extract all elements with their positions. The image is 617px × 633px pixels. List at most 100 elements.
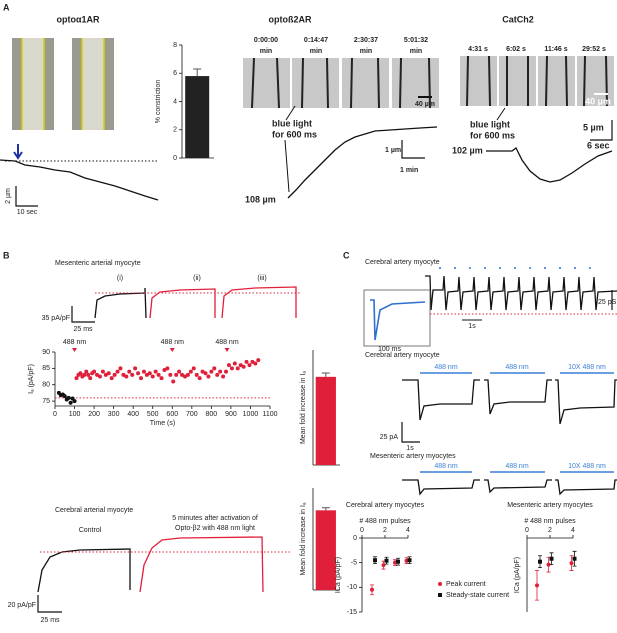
point	[384, 558, 389, 563]
trace	[221, 286, 297, 319]
point	[106, 371, 111, 376]
point	[147, 371, 152, 376]
point	[209, 369, 214, 374]
x-tick-label: 600	[166, 411, 178, 418]
point	[549, 556, 554, 561]
light-label: for 600 ms	[272, 129, 317, 139]
error-bar	[321, 372, 330, 377]
condition-label: Opto-β2 with 488 nm light	[175, 525, 255, 532]
panel-letter: A	[3, 2, 10, 12]
trace	[139, 536, 264, 593]
scale-label: 6 sec	[587, 140, 610, 150]
trace	[287, 126, 438, 199]
point	[139, 376, 143, 381]
y-tick-label: 6	[173, 70, 177, 77]
point	[177, 369, 182, 374]
point	[407, 558, 412, 563]
light-label: blue light	[272, 118, 312, 128]
panel-letter: C	[343, 250, 350, 260]
legend-swatch	[438, 593, 442, 597]
event-label: 488 nm	[215, 339, 239, 346]
point	[103, 372, 108, 377]
x-tick-label: 1100	[262, 411, 277, 418]
point	[112, 372, 117, 377]
panel-title: optoα1AR	[56, 14, 100, 24]
point	[203, 371, 208, 376]
chart-title: Mesenteric artery myocytes	[507, 502, 593, 509]
scale-label: 100 ms	[378, 346, 401, 353]
point	[95, 372, 100, 377]
scale-bar	[37, 595, 62, 613]
event-marker	[169, 348, 175, 352]
point	[535, 583, 539, 588]
point	[253, 361, 258, 366]
time-label: 0:14:47	[304, 37, 328, 44]
point	[191, 366, 196, 371]
diameter-label: 108 µm	[245, 194, 276, 204]
scale-label: 1 µm	[385, 147, 401, 154]
scale-bar	[401, 140, 425, 159]
trace	[555, 479, 617, 496]
light-arrow	[13, 144, 23, 160]
point	[159, 376, 164, 381]
point	[180, 372, 185, 377]
trace	[555, 379, 617, 425]
trace	[402, 479, 480, 496]
x-tick-label: 100	[69, 411, 81, 418]
scale-label: 35 pA/pF	[42, 315, 70, 322]
light-label: 488 nm	[434, 463, 458, 470]
point	[162, 368, 167, 372]
point	[200, 369, 205, 374]
point	[218, 369, 223, 374]
light-label: 488 nm	[434, 364, 458, 371]
legend-swatch	[438, 582, 442, 586]
x-axis-label: # 488 nm pulses	[524, 518, 576, 525]
point	[141, 369, 146, 374]
point	[150, 374, 155, 379]
event-label: 488 nm	[63, 339, 87, 346]
y-tick-label: 4	[173, 98, 177, 105]
y-tick-label: 2	[173, 127, 177, 134]
time-labels: 0:00:00 0:14:47 2:30:37 5:01:32 min min …	[254, 37, 428, 55]
legend-label: Peak current	[446, 581, 486, 588]
time-label: 29:52 s	[582, 46, 606, 53]
point	[396, 559, 400, 564]
trace	[486, 147, 613, 183]
point	[569, 561, 574, 566]
point	[168, 372, 173, 377]
point	[226, 363, 231, 368]
x-axis-label: # 488 nm pulses	[359, 518, 411, 525]
arrow	[496, 107, 506, 121]
error-bar	[193, 68, 202, 77]
point	[206, 374, 211, 379]
y-tick-label: 80	[42, 382, 50, 389]
point	[133, 366, 138, 371]
point	[381, 563, 386, 568]
light-label: 488 nm	[505, 463, 529, 470]
point	[194, 372, 199, 377]
y-tick-label: 90	[42, 349, 50, 356]
point	[546, 562, 551, 567]
point	[197, 376, 202, 381]
x-axis-label: Time (s)	[150, 420, 175, 427]
time-label: 0:00:00	[254, 37, 278, 44]
diameter-label: 102 µm	[452, 145, 483, 155]
scale-label: 40 µm	[585, 96, 611, 106]
bar	[185, 76, 210, 158]
bar	[315, 376, 336, 465]
x-tick-label: 300	[108, 411, 120, 418]
point	[130, 372, 135, 377]
vessel-images	[243, 57, 439, 109]
point	[78, 371, 83, 376]
event-marker	[224, 348, 230, 352]
time-label: 5:01:32	[404, 37, 428, 44]
x-tick-label: 200	[88, 411, 100, 418]
y-tick-label: 75	[42, 398, 50, 405]
x-tick-label: 800	[206, 411, 218, 418]
point	[127, 369, 132, 374]
scale-label: 1s	[468, 323, 476, 330]
y-axis-label: ICa (pA/pF)	[514, 557, 521, 593]
x-tick-label: 400	[127, 411, 139, 418]
point	[174, 372, 179, 377]
time-unit: min	[310, 48, 322, 55]
